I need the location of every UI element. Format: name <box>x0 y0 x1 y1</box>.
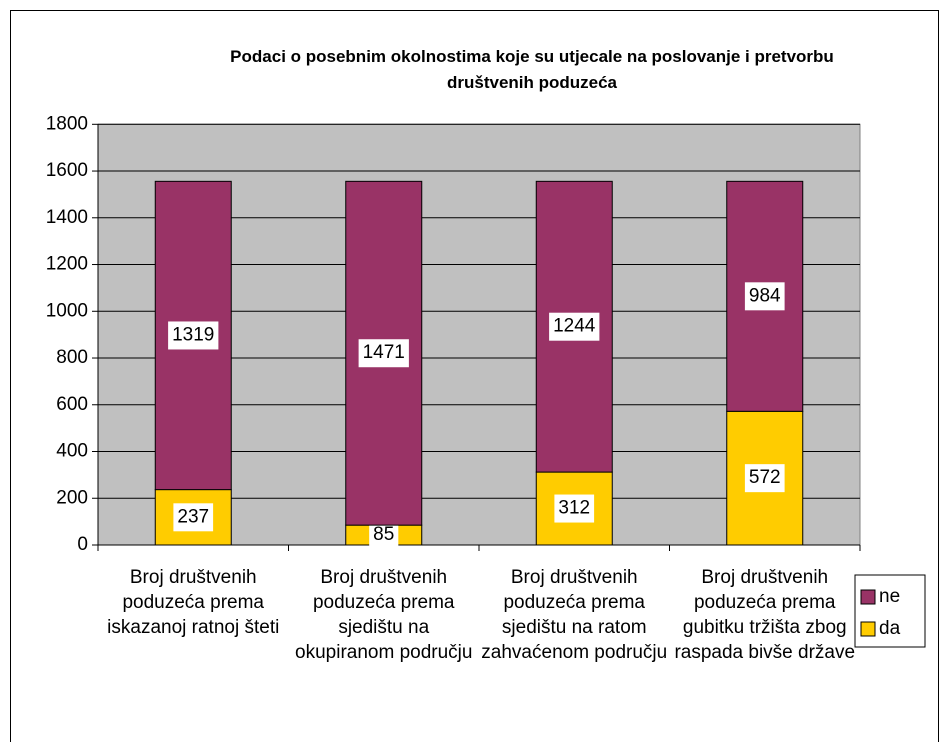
y-tick-label: 1000 <box>46 300 88 321</box>
y-tick-label: 400 <box>56 441 88 462</box>
y-tick-label: 1200 <box>46 254 88 275</box>
data-label-bg <box>173 503 214 532</box>
y-tick-label: 1600 <box>46 160 88 181</box>
data-label: 1471 <box>363 342 405 363</box>
x-tick-label: Broj društvenih poduzeća prema sjedištu … <box>295 567 473 663</box>
data-label: 237 <box>177 506 209 527</box>
data-label-bg <box>554 494 595 523</box>
data-label: 1319 <box>172 324 214 345</box>
data-label-bg <box>744 282 785 311</box>
x-tick-label: Broj društvenih poduzeća prema sjedištu … <box>481 567 668 663</box>
y-tick-label: 0 <box>77 534 88 555</box>
y-tick-label: 600 <box>56 394 88 415</box>
data-label: 1244 <box>553 316 596 337</box>
legend-label: ne <box>879 586 900 607</box>
data-label: 85 <box>373 524 394 545</box>
legend-swatch <box>860 621 876 637</box>
data-label-bg <box>168 321 219 350</box>
x-tick-label: Broj društvenih poduzeća prema gubitku t… <box>674 567 856 663</box>
y-tick-label: 200 <box>56 487 88 508</box>
data-label: 312 <box>558 498 590 519</box>
data-label-bg <box>549 312 600 341</box>
y-tick-label: 1400 <box>46 207 88 228</box>
data-label-bg <box>369 521 399 550</box>
data-label: 984 <box>749 285 781 306</box>
y-tick-label: 1800 <box>46 113 88 134</box>
x-tick-label: Broj društvenih poduzeća prema iskazanoj… <box>107 567 280 638</box>
data-label: 572 <box>749 467 781 488</box>
legend-label: da <box>879 618 901 639</box>
chart-title: Podaci o posebnim okolnostima koje su ut… <box>230 47 834 92</box>
data-label-bg <box>744 464 785 493</box>
y-tick-label: 800 <box>56 347 88 368</box>
legend-swatch <box>860 589 876 605</box>
data-label-bg <box>358 339 409 368</box>
